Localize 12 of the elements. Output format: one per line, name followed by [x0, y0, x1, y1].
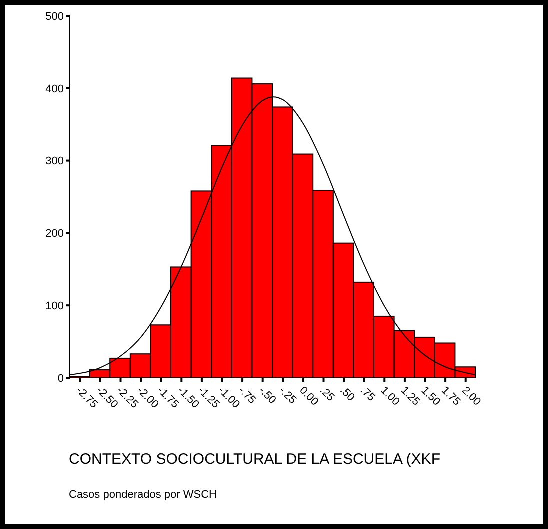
- x-tick-label: -.25: [276, 384, 299, 407]
- text: Casos ponderados por WSCH: [69, 489, 217, 501]
- x-tick-label: -.50: [256, 384, 278, 407]
- x-axis-title: CONTEXTO SOCIOCULTURAL DE LA ESCUELA (XKF: [69, 451, 440, 468]
- y-tick-label: 200: [46, 228, 64, 240]
- x-tick-label: .50: [338, 384, 357, 404]
- y-tick-label: 300: [46, 156, 64, 168]
- y-tick-label: 0: [58, 372, 64, 385]
- y-tick-label: 100: [46, 300, 64, 313]
- y-tick-label: 400: [46, 83, 64, 96]
- y-tick-label: 500: [46, 10, 64, 23]
- x-tick-label: .75: [358, 384, 378, 404]
